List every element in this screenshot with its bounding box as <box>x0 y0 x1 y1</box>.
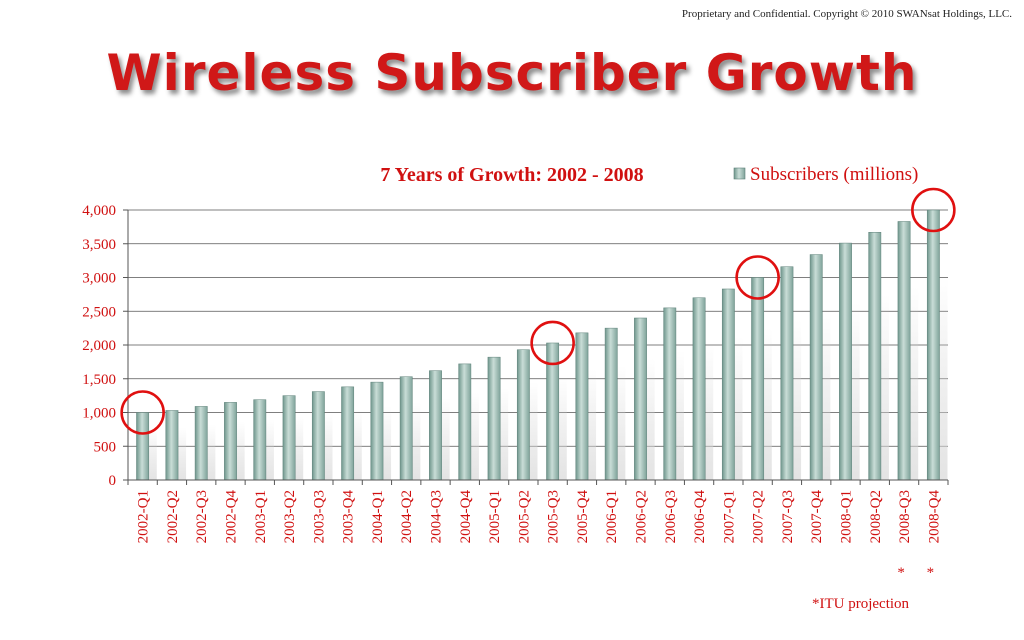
x-tick-label: 2002-Q2 <box>165 490 181 543</box>
x-tick-label: 2008-Q4 <box>926 490 942 544</box>
x-tick-label: 2005-Q2 <box>516 490 532 543</box>
x-tick-label: 2006-Q2 <box>634 490 650 543</box>
y-tick-label: 4,000 <box>82 203 116 219</box>
y-tick-label: 1,500 <box>82 372 116 388</box>
y-axis-ticks: 0 500 1,000 1,500 2,000 2,500 3,000 3,500 4,000 <box>82 203 128 489</box>
x-tick-label: 2005-Q1 <box>487 490 503 543</box>
bar <box>809 254 823 481</box>
y-tick-label: 3,000 <box>82 271 116 287</box>
y-tick-label: 3,500 <box>82 237 116 253</box>
x-tick-label: 2006-Q3 <box>663 490 679 543</box>
bar <box>839 242 852 481</box>
bar <box>634 317 647 481</box>
y-tick-label: 1,000 <box>82 406 116 422</box>
x-tick-label: 2005-Q3 <box>546 490 562 543</box>
chart-title: 7 Years of Growth: 2002 - 2008 <box>380 164 643 186</box>
highlight-circle <box>120 390 165 435</box>
y-tick-label: 2,500 <box>82 304 116 320</box>
bar <box>868 232 882 481</box>
x-tick-label: 2003-Q3 <box>311 490 327 543</box>
x-tick-label: 2003-Q1 <box>253 490 269 543</box>
bar <box>604 327 618 481</box>
bar <box>399 376 413 481</box>
x-tick-label: 2007-Q1 <box>721 490 737 543</box>
x-axis-ticks: 2002-Q1 2002-Q2 2002-Q3 2002-Q4 2003-Q1 2003-… <box>127 480 949 581</box>
bar <box>692 297 706 481</box>
highlight-circle <box>735 255 780 300</box>
copyright-notice: Proprietary and Confidential. Copyright … <box>681 8 1012 20</box>
x-tick-label: 2006-Q4 <box>692 490 708 544</box>
bar <box>429 370 442 481</box>
bar <box>926 209 940 481</box>
bar <box>165 410 179 481</box>
bar <box>370 381 384 481</box>
legend: Subscribers (millions) <box>733 164 918 185</box>
bar <box>721 288 735 481</box>
x-tick-label: 2008-Q3 <box>897 490 913 543</box>
bar <box>341 386 355 481</box>
x-tick-label: 2008-Q1 <box>839 490 855 543</box>
x-tick-label: 2006-Q1 <box>604 490 620 543</box>
y-tick-label: 0 <box>109 473 117 489</box>
bar <box>516 349 530 481</box>
x-tick-label: 2004-Q1 <box>370 490 386 543</box>
bar <box>751 277 765 481</box>
bar <box>253 399 267 481</box>
x-tick-label: 2004-Q4 <box>458 490 474 544</box>
bar <box>458 363 472 481</box>
bar <box>487 356 501 481</box>
bar <box>780 266 794 481</box>
footnote: *ITU projection <box>812 596 910 612</box>
highlight-circle <box>911 187 956 233</box>
x-tick-label: 2002-Q1 <box>136 490 152 543</box>
legend-swatch <box>733 167 746 180</box>
y-tick-label: 500 <box>94 439 117 455</box>
highlight-markers <box>120 187 956 435</box>
slide-title: Wireless Subscriber Growth <box>106 44 918 102</box>
x-tick-label: 2003-Q2 <box>282 490 298 543</box>
bar <box>194 406 208 481</box>
projection-asterisk: * <box>927 565 935 581</box>
x-tick-label: 2002-Q3 <box>194 490 210 543</box>
highlight-circle <box>530 320 575 366</box>
projection-asterisk: * <box>897 565 905 581</box>
x-tick-label: 2005-Q4 <box>575 490 591 544</box>
bar <box>224 402 237 481</box>
bar <box>663 307 677 481</box>
x-tick-label: 2007-Q3 <box>780 490 796 543</box>
bar <box>136 412 150 481</box>
bar <box>575 332 589 481</box>
x-tick-label: 2007-Q4 <box>809 490 825 544</box>
y-tick-label: 2,000 <box>82 338 116 354</box>
x-tick-label: 2004-Q3 <box>429 490 445 543</box>
bar <box>282 395 296 481</box>
legend-label: Subscribers (millions) <box>750 164 918 185</box>
x-tick-label: 2004-Q2 <box>399 490 415 543</box>
x-tick-label: 2007-Q2 <box>751 490 767 543</box>
x-tick-label: 2003-Q4 <box>341 490 357 544</box>
bar <box>897 221 911 481</box>
x-tick-label: 2008-Q2 <box>868 490 884 543</box>
x-tick-label: 2002-Q4 <box>224 490 240 544</box>
bar <box>311 391 325 481</box>
